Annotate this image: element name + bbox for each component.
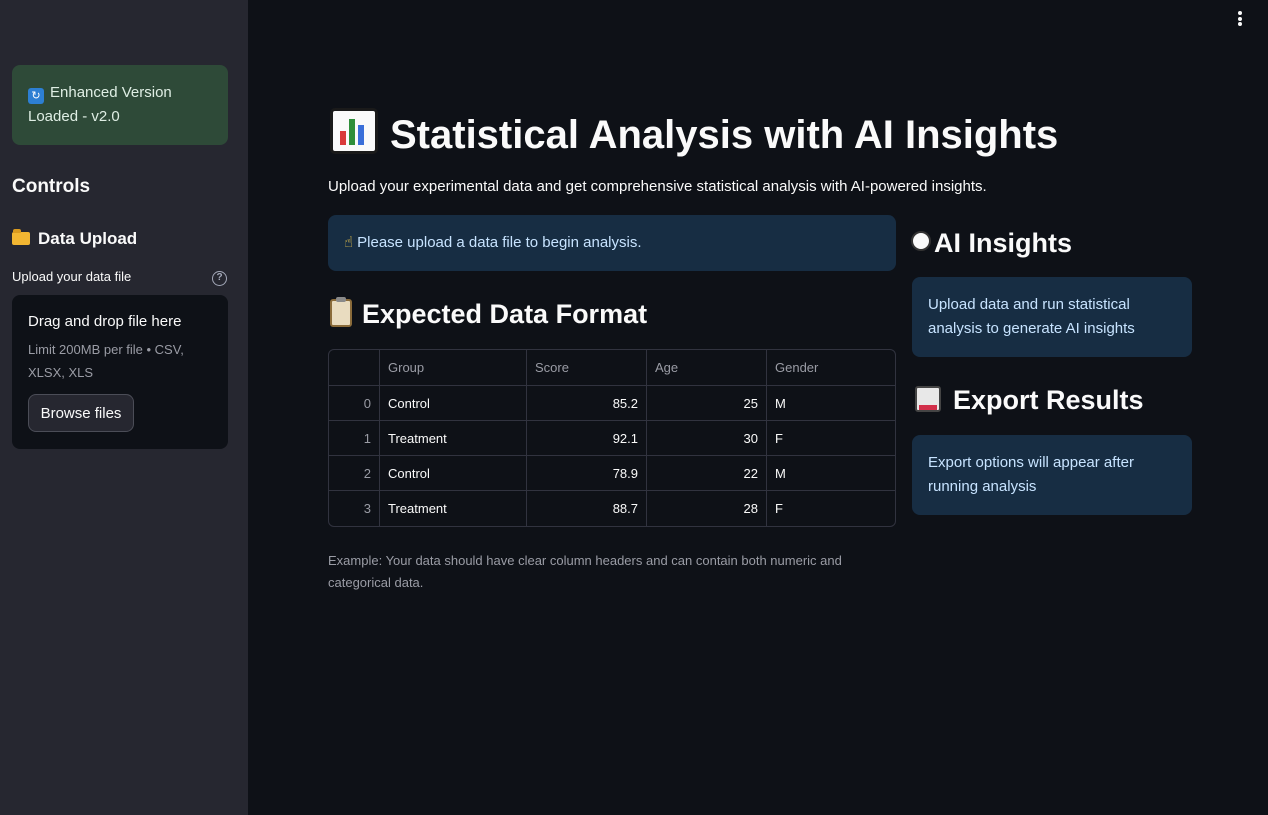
data-upload-heading-text: Data Upload [38, 229, 138, 248]
export-results-heading-text: Export Results [953, 385, 1144, 415]
table-cell-group[interactable]: Control [380, 386, 527, 421]
table-cell-index: 1 [329, 421, 380, 456]
table-cell-index: 2 [329, 456, 380, 491]
table-cell-score[interactable]: 92.1 [527, 421, 647, 456]
refresh-emoji-icon: ↻ [28, 88, 44, 104]
sample-data-table[interactable]: Group Score Age Gender 0 Control 85.2 25… [328, 349, 896, 527]
upload-info-text: Please upload a data file to begin analy… [357, 234, 642, 251]
table-header-score[interactable]: Score [527, 350, 647, 386]
table-cell-age[interactable]: 25 [647, 386, 767, 421]
table-cell-score[interactable]: 88.7 [527, 491, 647, 526]
page-subtitle: Upload your experimental data and get co… [328, 178, 987, 195]
bar-chart-icon [330, 108, 378, 154]
table-row: 2 Control 78.9 22 M [329, 456, 895, 491]
sidebar: ↻ Enhanced Version Loaded - v2.0 Controls… [0, 0, 248, 815]
robot-face-icon [911, 231, 931, 251]
file-dropzone[interactable]: Drag and drop file here Limit 200MB per … [12, 295, 228, 449]
table-header-group[interactable]: Group [380, 350, 527, 386]
page-title-text: Statistical Analysis with AI Insights [390, 113, 1059, 157]
table-cell-gender[interactable]: F [767, 421, 895, 456]
expected-format-heading-text: Expected Data Format [362, 299, 648, 329]
ai-insights-heading-text: AI Insights [934, 228, 1073, 258]
table-cell-score[interactable]: 78.9 [527, 456, 647, 491]
export-info-box: Export options will appear after running… [912, 435, 1192, 515]
table-cell-score[interactable]: 85.2 [527, 386, 647, 421]
controls-heading: Controls [12, 176, 91, 197]
table-row: 3 Treatment 88.7 28 F [329, 491, 895, 526]
table-row: 1 Treatment 92.1 30 F [329, 421, 895, 456]
table-cell-age[interactable]: 30 [647, 421, 767, 456]
upload-info-alert: ☝ Please upload a data file to begin anal… [328, 215, 896, 271]
clipboard-icon [330, 297, 352, 327]
ai-insights-heading: AI Insights [911, 228, 1072, 259]
pointing-hand-icon: ☝ [344, 234, 354, 251]
example-caption: Example: Your data should have clear col… [328, 553, 842, 590]
dropzone-limit: Limit 200MB per file • CSV, XLSX, XLS [28, 342, 184, 380]
version-success-box: ↻ Enhanced Version Loaded - v2.0 [12, 65, 228, 145]
table-header-age[interactable]: Age [647, 350, 767, 386]
table-row: 0 Control 85.2 25 M [329, 386, 895, 421]
folder-icon [12, 229, 30, 245]
expected-format-heading: Expected Data Format [330, 297, 648, 330]
floppy-disk-icon [915, 386, 941, 412]
kebab-menu-icon[interactable] [1234, 10, 1246, 30]
table-cell-age[interactable]: 22 [647, 456, 767, 491]
dropzone-title: Drag and drop file here [28, 313, 182, 330]
table-cell-gender[interactable]: M [767, 456, 895, 491]
table-cell-age[interactable]: 28 [647, 491, 767, 526]
ai-insights-info-box: Upload data and run statistical analysis… [912, 277, 1192, 357]
page-title: Statistical Analysis with AI Insights [330, 108, 1058, 158]
help-icon[interactable]: ? [212, 271, 227, 286]
table-header-gender[interactable]: Gender [767, 350, 895, 386]
browse-files-button[interactable]: Browse files [28, 394, 134, 432]
table-cell-group[interactable]: Control [380, 456, 527, 491]
table-cell-gender[interactable]: M [767, 386, 895, 421]
version-badge-text: Enhanced Version Loaded - v2.0 [28, 84, 172, 125]
data-upload-heading: Data Upload [12, 229, 137, 249]
table-cell-index: 3 [329, 491, 380, 526]
table-header-index [329, 350, 380, 386]
export-results-heading: Export Results [915, 385, 1144, 416]
table-cell-group[interactable]: Treatment [380, 491, 527, 526]
table-header-row: Group Score Age Gender [329, 350, 895, 386]
upload-label: Upload your data file [12, 269, 132, 284]
table-cell-gender[interactable]: F [775, 501, 783, 516]
table-cell-index: 0 [329, 386, 380, 421]
table-cell-group[interactable]: Treatment [380, 421, 527, 456]
